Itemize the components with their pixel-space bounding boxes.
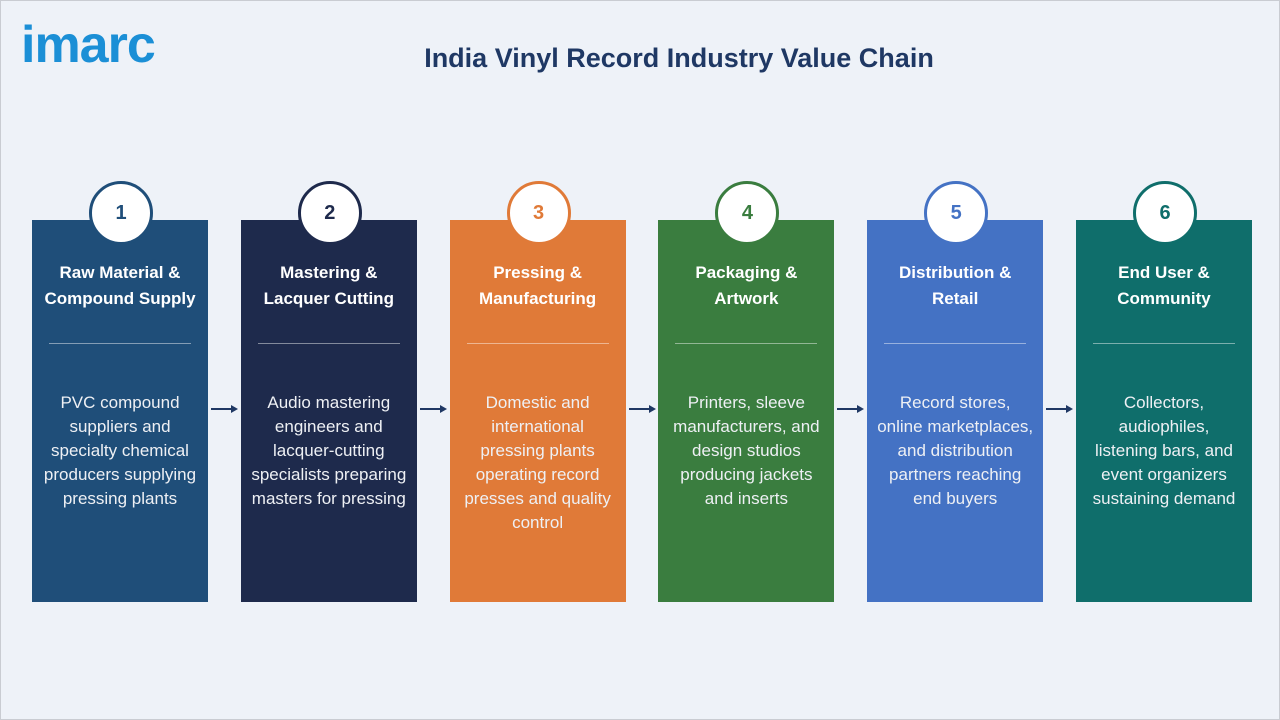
stage-title: Distribution & Retail — [898, 263, 1012, 308]
stage-title: Mastering & Lacquer Cutting — [263, 263, 394, 308]
arrow — [1046, 405, 1074, 413]
stage-title: End User & Community — [1117, 263, 1211, 308]
stage-description: PVC compound suppliers and specialty che… — [43, 393, 197, 508]
divider — [884, 343, 1027, 344]
stage-number: 3 — [506, 181, 571, 245]
arrow — [419, 405, 447, 413]
arrow — [211, 405, 238, 413]
stage-card: 3 Pressing & Manufacturing Domestic and in… — [449, 181, 626, 602]
arrow — [837, 405, 865, 413]
arrow — [628, 405, 656, 413]
stage-title: Raw Material & Compound Supply — [44, 263, 196, 308]
stage-description: Record stores, online marketplaces, and … — [877, 393, 1034, 508]
stage-card: 1 Raw Material & Compound Supply PVC compo… — [32, 181, 208, 602]
divider — [257, 343, 400, 344]
stage-number: 1 — [89, 181, 153, 245]
stage-number: 2 — [297, 181, 362, 245]
stage-description: Collectors, audiophiles, listening bars,… — [1092, 393, 1236, 508]
stage-card: 5 Distribution & Retail Record stores, onl… — [867, 181, 1044, 602]
stage-card: 4 Packaging & Artwork Printers, sleeve man… — [658, 181, 835, 602]
stage-description: Audio mastering engineers and lacquer-cu… — [251, 393, 407, 508]
stage-title: Pressing & Manufacturing — [479, 263, 597, 308]
stage-description: Printers, sleeve manufacturers, and desi… — [673, 393, 820, 508]
stage-card: 6 End User & Community Collectors, audioph… — [1076, 181, 1252, 602]
title: India Vinyl Record Industry Value Chain — [424, 43, 934, 73]
stage-description: Domestic and international pressing plan… — [464, 393, 611, 532]
stage-title: Packaging & Artwork — [695, 263, 798, 308]
stage-number: 4 — [715, 181, 780, 245]
stage-card: 2 Mastering & Lacquer Cutting Audio master… — [240, 181, 417, 602]
stage-number: 5 — [924, 181, 989, 245]
divider — [466, 343, 609, 344]
divider — [675, 343, 818, 344]
divider — [49, 343, 191, 344]
divider — [1093, 343, 1235, 344]
logo: imarc — [21, 16, 156, 74]
stage-number: 6 — [1133, 181, 1197, 245]
